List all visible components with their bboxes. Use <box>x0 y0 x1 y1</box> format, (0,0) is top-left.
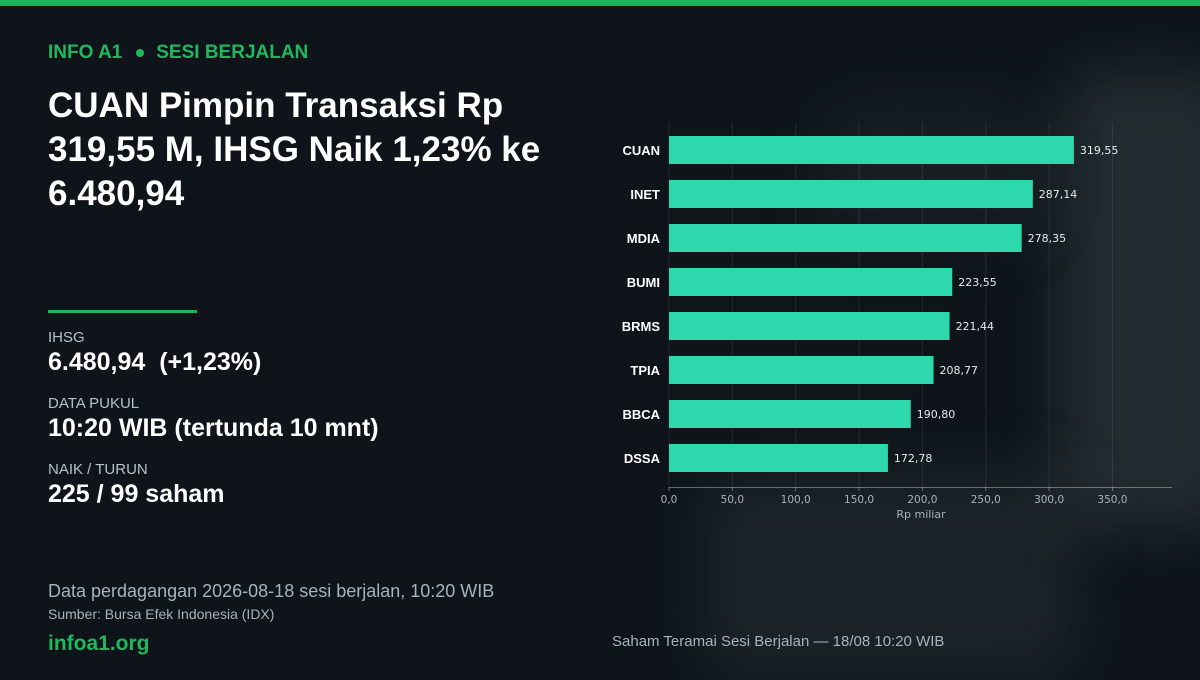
y-category-label: TPIA <box>630 363 660 378</box>
y-category-label: BUMI <box>627 275 660 290</box>
bar-value-label: 278,35 <box>1028 232 1067 245</box>
x-tick-label: 350,0 <box>1097 494 1127 506</box>
bar-value-label: 190,80 <box>917 408 956 421</box>
x-tick-label: 300,0 <box>1034 494 1064 506</box>
bar-brms <box>669 312 950 340</box>
accent-divider <box>48 310 197 313</box>
y-category-label: MDIA <box>627 231 661 246</box>
stat-label-ihsg: IHSG <box>48 329 85 346</box>
bar-tpia <box>669 356 934 384</box>
y-category-label: INET <box>630 187 660 202</box>
stat-value-ihsg: 6.480,94 (+1,23%) <box>48 348 262 376</box>
kicker: INFO A1 SESI BERJALAN <box>48 42 308 64</box>
stat-label-breadth: NAIK / TURUN <box>48 461 148 478</box>
bar-bumi <box>669 268 953 296</box>
bar-cuan <box>669 136 1074 164</box>
y-category-label: BBCA <box>622 407 660 422</box>
stat-label-time: DATA PUKUL <box>48 395 140 412</box>
y-category-label: BRMS <box>622 319 661 334</box>
x-tick-label: 0,0 <box>661 494 678 506</box>
x-tick-label: 250,0 <box>971 494 1001 506</box>
section-label: SESI BERJALAN <box>156 42 309 63</box>
chart-caption: Saham Teramai Sesi Berjalan — 18/08 10:2… <box>612 633 945 650</box>
headline: CUAN Pimpin Transaksi Rp 319,55 M, IHSG … <box>48 86 541 213</box>
bar-value-label: 319,55 <box>1080 144 1119 157</box>
bar-value-label: 287,14 <box>1039 188 1078 201</box>
y-category-label: DSSA <box>624 451 661 466</box>
y-category-label: CUAN <box>622 143 660 158</box>
bar-value-label: 208,77 <box>940 364 979 377</box>
stat-value-breadth: 225 / 99 saham <box>48 480 225 508</box>
x-axis-title: Rp miliar <box>896 508 946 521</box>
bar-bbca <box>669 400 911 428</box>
x-tick-label: 100,0 <box>781 494 811 506</box>
bar-dssa <box>669 444 888 472</box>
stat-value-time: 10:20 WIB (tertunda 10 mnt) <box>48 414 379 442</box>
site-link[interactable]: infoa1.org <box>48 632 150 655</box>
x-tick-label: 200,0 <box>907 494 937 506</box>
x-tick-label: 50,0 <box>721 494 744 506</box>
bar-value-label: 223,55 <box>958 276 997 289</box>
brand-label: INFO A1 <box>48 42 123 63</box>
bar-value-label: 172,78 <box>894 452 933 465</box>
bar-inet <box>669 180 1033 208</box>
bar-chart: 0,0 50,0 100,0 150,0 200,0 250,0 300,0 350,0 Rp … <box>622 122 1172 521</box>
source-note: Sumber: Bursa Efek Indonesia (IDX) <box>48 606 275 622</box>
data-note: Data perdagangan 2026-08-18 sesi berjala… <box>48 581 495 601</box>
top-accent-bar <box>0 0 1200 6</box>
bullet-dot-icon <box>136 49 145 57</box>
bar-mdia <box>669 224 1022 252</box>
x-tick-label: 150,0 <box>844 494 874 506</box>
bar-value-label: 221,44 <box>956 320 995 333</box>
